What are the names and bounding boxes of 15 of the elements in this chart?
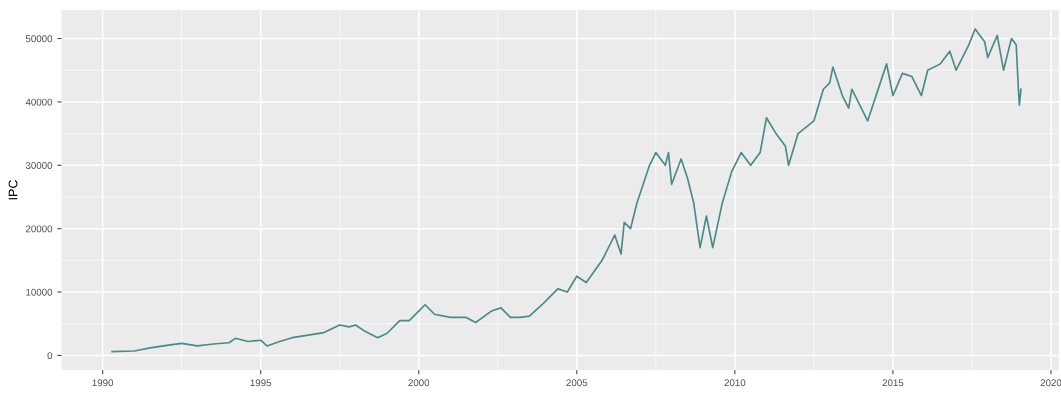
x-tick-label: 2020 [1040,379,1061,387]
x-tick-label: 2000 [408,379,430,387]
x-tick-label: 1995 [250,379,272,387]
y-tick-label: 0 [47,352,53,360]
x-tick-label: 2005 [566,379,588,387]
line-series [111,28,1022,353]
x-tick-label: 1990 [92,379,114,387]
x-tick-label: 2015 [882,379,904,387]
y-tick-label: 50000 [25,35,53,43]
y-tick-label: 10000 [26,288,53,296]
x-tick-label: 2010 [724,379,746,387]
y-tick-label: 30000 [25,162,53,169]
y-tick-label: 20000 [25,225,53,233]
y-axis-title: IPC [8,180,18,200]
y-tick-label: 40000 [25,98,53,106]
